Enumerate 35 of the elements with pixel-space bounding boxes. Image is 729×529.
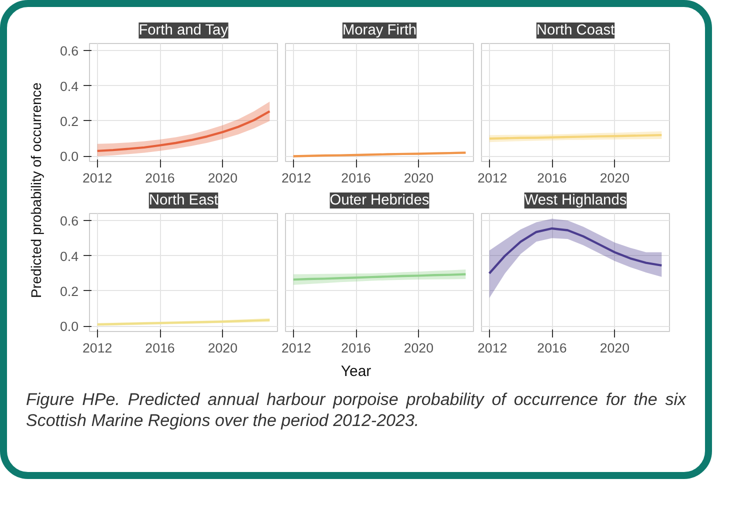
x-tick-label: 2020 (208, 170, 238, 186)
x-tick-label: 2016 (145, 340, 175, 356)
chart-title: North Coast (536, 22, 615, 38)
x-tick-label: 2016 (341, 340, 371, 356)
y-tick-label: 0.2 (60, 114, 79, 129)
chart-title: North East (148, 192, 218, 208)
x-tick-label: 2020 (404, 170, 434, 186)
y-tick-label: 0.0 (60, 319, 79, 334)
x-tick-label: 2012 (82, 170, 112, 186)
y-axis-title: Predicted probability of occurrence (27, 82, 45, 298)
x-tick-label: 2012 (478, 170, 508, 186)
y-tick-label: 0.4 (60, 78, 80, 94)
y-tick-label: 0.6 (60, 214, 79, 229)
x-tick-label: 2020 (600, 340, 630, 356)
chart-title: Forth and Tay (138, 22, 229, 38)
y-tick-label: 0.2 (60, 284, 79, 299)
x-tick-label: 2020 (404, 340, 434, 356)
x-tick-label: 2016 (341, 170, 371, 186)
chart-title: Moray Firth (342, 22, 417, 38)
y-tick-label: 0.0 (60, 149, 79, 164)
x-tick-label: 2020 (208, 340, 238, 356)
x-tick-label: 2012 (282, 170, 312, 186)
x-tick-label: 2016 (537, 340, 567, 356)
x-tick-label: 2012 (82, 340, 112, 356)
x-tick-label: 2012 (478, 340, 508, 356)
chart-title: Outer Hebrides (330, 192, 430, 208)
x-tick-label: 2012 (282, 340, 312, 356)
x-tick-label: 2016 (145, 170, 175, 186)
x-tick-label: 2016 (537, 170, 567, 186)
text: Figure HPe. Predicted annual harbour porpoise probability of occurrence for the six Scottish Marine Regions over the period 2012-2023. (26, 389, 686, 432)
y-tick-label: 0.4 (60, 248, 80, 264)
chart-title: West Highlands (524, 192, 627, 208)
x-tick-label: 2020 (600, 170, 630, 186)
y-tick-label: 0.6 (60, 44, 79, 59)
x-axis-title: Year (340, 362, 372, 382)
